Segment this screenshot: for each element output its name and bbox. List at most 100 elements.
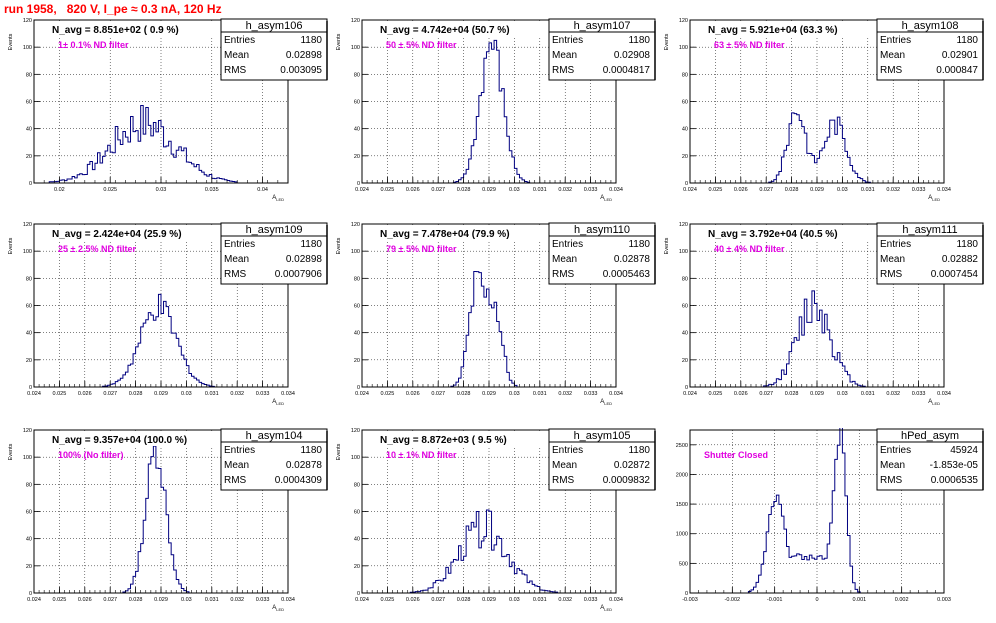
stat-key: Entries (552, 239, 583, 250)
y-tick-label: 80 (354, 482, 360, 488)
x-tick-label: 0.03 (156, 187, 167, 193)
x-tick-label: 0.027 (431, 597, 445, 603)
stat-key: Entries (224, 35, 255, 46)
histogram-name: h_asym105 (574, 430, 631, 442)
x-tick-label: 0.032 (230, 391, 244, 397)
stat-value: 0.02908 (614, 50, 651, 61)
x-tick-label: 0.026 (734, 391, 748, 397)
y-tick-label: 60 (354, 510, 360, 516)
navg-label: N_avg = 9.357e+04 (100.0 %) (52, 435, 187, 446)
stat-value: 0.000847 (936, 65, 978, 76)
x-tick-label: 0.026 (406, 597, 420, 603)
x-tick-label: 0.034 (609, 391, 623, 397)
stat-value: 1180 (956, 35, 978, 46)
y-tick-label: 80 (26, 276, 32, 282)
x-tick-label: 0.03 (837, 391, 848, 397)
x-tick-label: 0.024 (27, 391, 41, 397)
x-tick-label: -0.002 (725, 597, 741, 603)
y-tick-label: 1000 (676, 532, 688, 538)
x-tick-label: 0.034 (937, 391, 951, 397)
y-tick-label: 0 (685, 591, 688, 597)
navg-label: N_avg = 8.851e+02 ( 0.9 %) (52, 25, 179, 36)
navg-background (36, 432, 214, 446)
x-axis-title: ALED (928, 399, 940, 406)
y-tick-label: 60 (26, 100, 32, 106)
y-tick-label: 60 (682, 100, 688, 106)
x-tick-label: 0.031 (205, 597, 219, 603)
stat-key: RMS (224, 475, 247, 486)
y-tick-label: 500 (679, 561, 688, 567)
y-tick-label: 120 (351, 428, 360, 434)
y-tick-label: 100 (351, 45, 360, 51)
stat-value: 0.0004309 (275, 475, 323, 486)
y-tick-label: 0 (357, 591, 360, 597)
y-tick-label: 80 (354, 72, 360, 78)
x-tick-label: 0.03 (509, 597, 520, 603)
x-tick-label: 0.027 (759, 187, 773, 193)
histogram-series (34, 105, 288, 184)
x-tick-label: 0.031 (533, 391, 547, 397)
y-tick-label: 20 (682, 358, 688, 364)
x-tick-label: 0.027 (431, 187, 445, 193)
stat-value: 0.0005463 (603, 269, 651, 280)
stat-value: 1180 (628, 445, 650, 456)
y-tick-label: 20 (26, 564, 32, 570)
y-tick-label: 80 (26, 482, 32, 488)
y-tick-label: 60 (26, 510, 32, 516)
x-tick-label: 0 (815, 597, 818, 603)
x-tick-label: 0.028 (457, 391, 471, 397)
navg-background (364, 22, 542, 36)
histogram-panel-h_asym110: 0.024 0.025 0.026 0.027 0.028 0.029 0.03 0.031 0… (336, 222, 656, 406)
x-tick-label: 0.027 (759, 391, 773, 397)
y-tick-label: 20 (26, 154, 32, 160)
y-tick-label: 120 (351, 18, 360, 24)
y-tick-label: 20 (354, 564, 360, 570)
stat-value: 0.0006535 (931, 475, 979, 486)
x-tick-label: 0.034 (281, 597, 295, 603)
stat-key: RMS (880, 269, 903, 280)
filter-note: 25 ± 2.5% ND filter (58, 244, 136, 254)
stat-key: Mean (224, 254, 249, 265)
x-tick-label: 0.029 (154, 597, 168, 603)
x-tick-label: 0.031 (533, 187, 547, 193)
x-axis-title: ALED (928, 195, 940, 202)
stat-value: 1180 (628, 35, 650, 46)
histogram-panel-hPed_asym: -0.003 -0.002 -0.001 0 0.001 0.002 0.003 0 500 10… (676, 428, 984, 603)
y-tick-label: 40 (354, 537, 360, 543)
histogram-panel-h_asym104: 0.024 0.025 0.026 0.027 0.028 0.029 0.03 0.031 0… (8, 428, 328, 612)
x-tick-label: 0.028 (129, 597, 143, 603)
y-tick-label: 120 (351, 222, 360, 228)
histogram-panel-h_asym105: 0.024 0.025 0.026 0.027 0.028 0.029 0.03 0.031 0… (336, 428, 656, 612)
x-tick-label: 0.025 (381, 597, 395, 603)
x-tick-label: 0.024 (355, 597, 369, 603)
filter-note: 100% (No filter) (58, 450, 124, 460)
x-tick-label: -0.003 (682, 597, 698, 603)
x-axis-title: ALED (600, 195, 612, 202)
x-tick-label: 0.034 (609, 187, 623, 193)
y-tick-label: 80 (354, 276, 360, 282)
stat-key: Mean (880, 254, 905, 265)
x-tick-label: 0.034 (281, 391, 295, 397)
y-tick-label: 80 (682, 72, 688, 78)
y-tick-label: 0 (685, 385, 688, 391)
stats-box (876, 428, 984, 491)
stats-box (548, 428, 656, 491)
y-tick-label: 80 (26, 72, 32, 78)
x-tick-label: 0.027 (103, 597, 117, 603)
histogram-series (690, 112, 944, 184)
y-tick-label: 60 (354, 304, 360, 310)
x-tick-label: 0.002 (895, 597, 909, 603)
stat-key: RMS (552, 65, 575, 76)
x-tick-label: 0.028 (457, 597, 471, 603)
y-tick-label: 0 (357, 181, 360, 187)
x-tick-label: 0.025 (381, 187, 395, 193)
stat-value: 1180 (300, 239, 322, 250)
stat-value: -1.853e-05 (930, 460, 979, 471)
x-tick-label: 0.024 (27, 597, 41, 603)
y-axis-title: Events (336, 33, 342, 50)
y-tick-label: 80 (682, 276, 688, 282)
stat-key: Entries (880, 35, 911, 46)
y-axis-title: Events (8, 237, 14, 254)
x-tick-label: 0.03 (837, 187, 848, 193)
